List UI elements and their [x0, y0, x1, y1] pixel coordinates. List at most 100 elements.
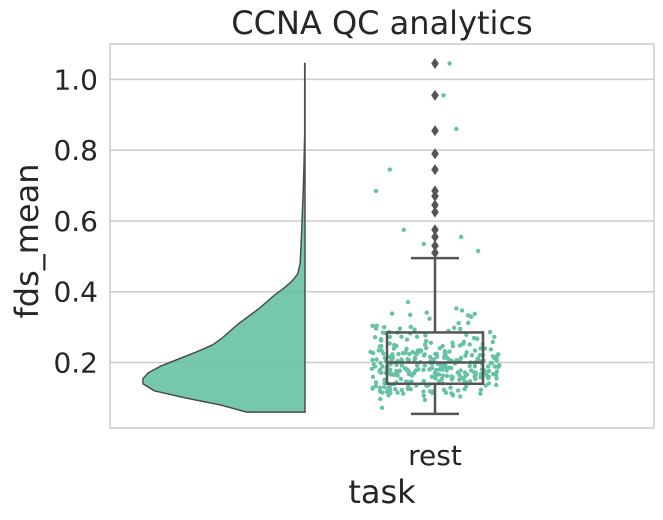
- strip-point: [390, 355, 396, 360]
- outlier-marker: [431, 240, 439, 252]
- strip-point: [443, 390, 449, 395]
- chart-title: CCNA QC analytics: [231, 4, 532, 42]
- strip-point: [458, 394, 463, 399]
- strip-point: [387, 334, 392, 339]
- strip-point: [421, 378, 426, 384]
- strip-point: [451, 325, 457, 330]
- strip-point: [369, 366, 375, 371]
- y-tick-label: 0.2: [53, 347, 98, 380]
- strip-point: [450, 340, 455, 345]
- outlier-marker: [431, 185, 439, 197]
- strip-point: [457, 373, 462, 378]
- strip-point: [469, 314, 474, 319]
- strip-point: [390, 352, 395, 357]
- strip-point: [422, 363, 427, 368]
- x-axis-label: task: [348, 473, 416, 511]
- strip-point: [378, 337, 384, 342]
- strip-point: [394, 362, 399, 368]
- strip-point: [442, 349, 448, 354]
- strip-point: [407, 370, 412, 375]
- strip-point: [421, 389, 426, 394]
- strip-point: [427, 354, 433, 360]
- strip-point: [485, 364, 491, 369]
- strip-point: [399, 334, 404, 339]
- strip-point: [437, 346, 443, 351]
- strip-point: [478, 387, 484, 392]
- strip-point: [477, 352, 483, 358]
- strip-point: [464, 332, 469, 337]
- strip-point: [398, 376, 404, 382]
- strip-point: [389, 311, 395, 316]
- outlier-marker: [431, 199, 439, 211]
- strip-point: [492, 334, 497, 340]
- strip-point: [388, 390, 393, 396]
- strip-point: [412, 357, 417, 362]
- strip-point: [462, 370, 468, 375]
- strip-point: [380, 390, 385, 395]
- strip-point: [380, 364, 385, 369]
- strip-point: [442, 355, 447, 360]
- strip-point: [387, 167, 392, 172]
- strip-point: [377, 367, 383, 373]
- strip-point: [376, 348, 381, 353]
- strip-point: [388, 372, 393, 377]
- strip-point: [467, 363, 472, 369]
- strip-point: [373, 188, 379, 194]
- strip-point: [387, 341, 392, 346]
- y-tick-label: 0.8: [53, 134, 98, 167]
- strip-point: [397, 326, 403, 331]
- strip-point: [421, 241, 427, 247]
- strip-point: [401, 227, 406, 232]
- strip-point: [374, 357, 379, 362]
- strip-point: [393, 387, 398, 392]
- strip-point: [377, 385, 383, 390]
- strip-point: [422, 342, 428, 347]
- strip-point: [444, 368, 449, 373]
- strip-point: [408, 324, 413, 330]
- y-tick-labels: 0.2 0.4 0.6 0.8 1.0: [53, 63, 98, 379]
- strip-point: [494, 358, 499, 363]
- strip-point: [427, 389, 433, 394]
- strip-point: [379, 405, 385, 410]
- strip-point: [486, 368, 492, 374]
- strip-point: [490, 354, 496, 359]
- strip-point: [423, 333, 428, 338]
- strip-point: [404, 337, 410, 342]
- strip-point: [427, 316, 432, 321]
- strip-point: [399, 387, 404, 393]
- strip-point: [445, 356, 450, 361]
- strip-point: [456, 388, 461, 393]
- strip-point: [387, 354, 392, 360]
- outlier-marker: [431, 164, 439, 176]
- strip-point: [469, 368, 474, 373]
- strip-point: [492, 364, 498, 369]
- strip-point: [388, 367, 393, 372]
- strip-point: [378, 360, 383, 366]
- strip-point: [370, 323, 375, 328]
- strip-point: [472, 370, 477, 375]
- strip-point: [422, 352, 427, 357]
- strip-point: [397, 368, 403, 373]
- violin-layer: [142, 62, 306, 413]
- strip-point: [489, 361, 494, 366]
- strip-point: [408, 387, 413, 392]
- strip-point: [427, 367, 432, 372]
- strip-point: [494, 376, 499, 381]
- strip-point: [450, 375, 455, 380]
- strip-point: [391, 346, 397, 351]
- strip-point: [378, 396, 383, 402]
- grid-lines: [110, 78, 654, 364]
- y-tick-label: 1.0: [53, 63, 98, 96]
- strip-point: [412, 327, 417, 332]
- strip-point: [413, 351, 418, 356]
- y-axis-label: fds_mean: [8, 164, 46, 319]
- strip-point: [370, 386, 375, 391]
- strip-point: [450, 344, 456, 349]
- strip-point: [429, 374, 434, 379]
- strip-point: [440, 373, 446, 378]
- strip-point: [490, 339, 495, 345]
- strip-point: [496, 352, 501, 357]
- strip-point: [396, 351, 401, 357]
- strip-point: [447, 349, 452, 354]
